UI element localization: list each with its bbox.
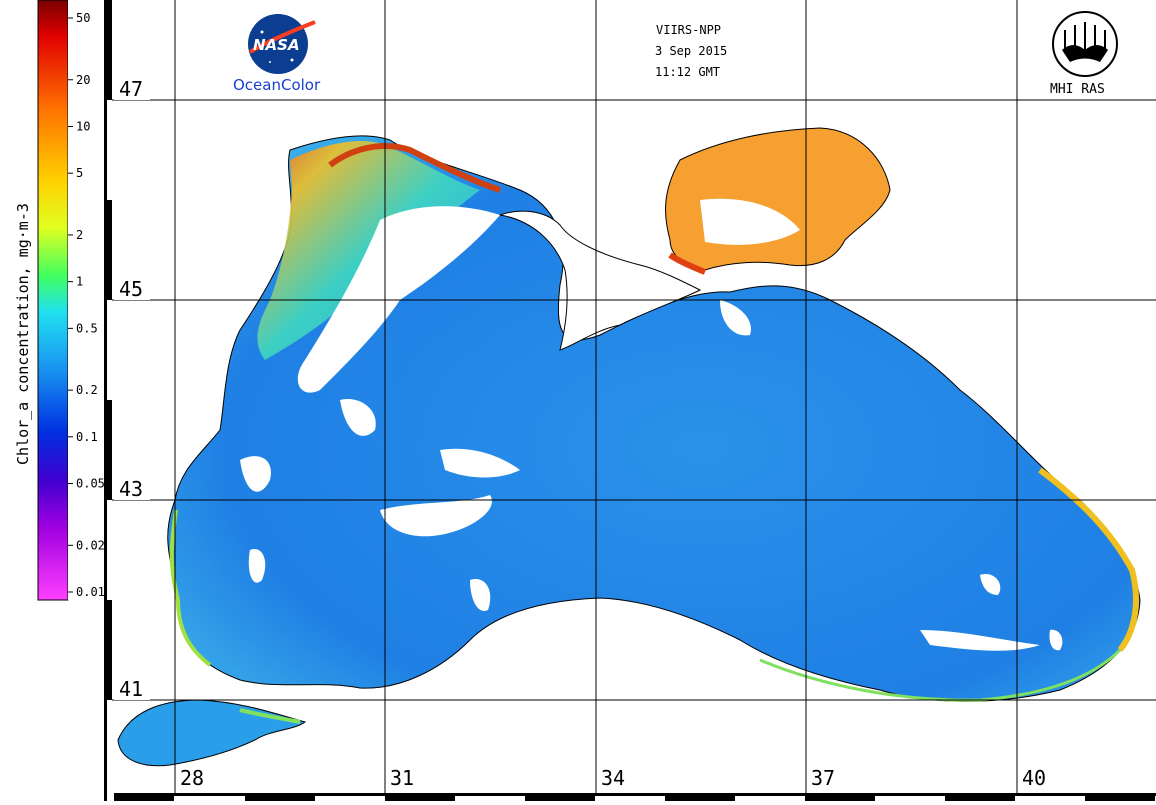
sea-of-azov xyxy=(665,127,891,271)
colorbar-tick-label: 0.05 xyxy=(76,477,105,491)
lon-label: 40 xyxy=(1022,766,1046,790)
mhi-ras-wordmark: MHI RAS xyxy=(1050,82,1105,97)
latitude-labels: 47 45 43 41 xyxy=(114,76,150,701)
colorbar-tick-label: 0.01 xyxy=(76,585,105,599)
crimea-peninsula xyxy=(499,210,702,351)
colorbar-ramp xyxy=(37,0,69,601)
ruler-segment xyxy=(104,600,112,700)
frame-ruler xyxy=(104,0,1156,801)
colorbar-title: Chlor_a concentration, mg·m-3 xyxy=(14,203,32,465)
sea-of-marmara xyxy=(117,699,307,767)
acquisition-time: 11:12 GMT xyxy=(655,65,720,79)
ruler-segment xyxy=(104,0,112,100)
lat-label: 41 xyxy=(119,677,143,701)
nasa-wordmark: NASA xyxy=(253,36,300,54)
colorbar-tick-label: 10 xyxy=(76,119,90,133)
colorbar-tick-label: 0.02 xyxy=(76,538,105,552)
colorbar: 50 20 10 5 2 1 0.5 0.2 0.1 0.05 0.02 0.01 Chlor_a c… xyxy=(14,0,105,601)
colorbar-tick-label: 0.5 xyxy=(76,321,98,335)
lat-label: 45 xyxy=(119,277,143,301)
lon-label: 37 xyxy=(811,766,835,790)
nasa-logo: NASA OceanColor xyxy=(233,14,321,94)
colorbar-tick-label: 1 xyxy=(76,275,83,289)
longitude-labels: 28 31 34 37 40 xyxy=(180,766,1046,790)
sensor-name: VIIRS-NPP xyxy=(656,23,721,37)
colorbar-tick-label: 0.1 xyxy=(76,430,98,444)
azov-sivash xyxy=(668,252,707,275)
west-coast-band xyxy=(169,509,212,667)
graticule xyxy=(112,0,1156,793)
lon-label: 28 xyxy=(180,766,204,790)
cloud-mask xyxy=(240,206,1063,651)
oceancolor-wordmark: OceanColor xyxy=(233,76,321,94)
marmara-coastal-band xyxy=(239,708,301,724)
azov-cloud xyxy=(700,198,800,245)
colorbar-tick-label: 20 xyxy=(76,73,90,87)
ruler-segment xyxy=(104,200,112,300)
lon-label: 34 xyxy=(601,766,625,790)
danube-dnieper-coast xyxy=(328,142,501,193)
colorbar-tick-label: 50 xyxy=(76,11,90,25)
lon-label: 31 xyxy=(390,766,414,790)
acquisition-date: 3 Sep 2015 xyxy=(655,44,727,58)
colorbar-tick-label: 2 xyxy=(76,228,83,242)
colorbar-tick-label: 0.2 xyxy=(76,383,98,397)
acquisition-info: VIIRS-NPP 3 Sep 2015 11:12 GMT xyxy=(655,23,727,79)
lat-label: 47 xyxy=(119,77,143,101)
colorbar-tick-label: 5 xyxy=(76,166,83,180)
east-coast-band xyxy=(1038,467,1139,652)
mhi-ras-logo: MHI RAS xyxy=(1050,11,1118,97)
lat-label: 43 xyxy=(119,477,143,501)
ruler-segment xyxy=(104,400,112,500)
